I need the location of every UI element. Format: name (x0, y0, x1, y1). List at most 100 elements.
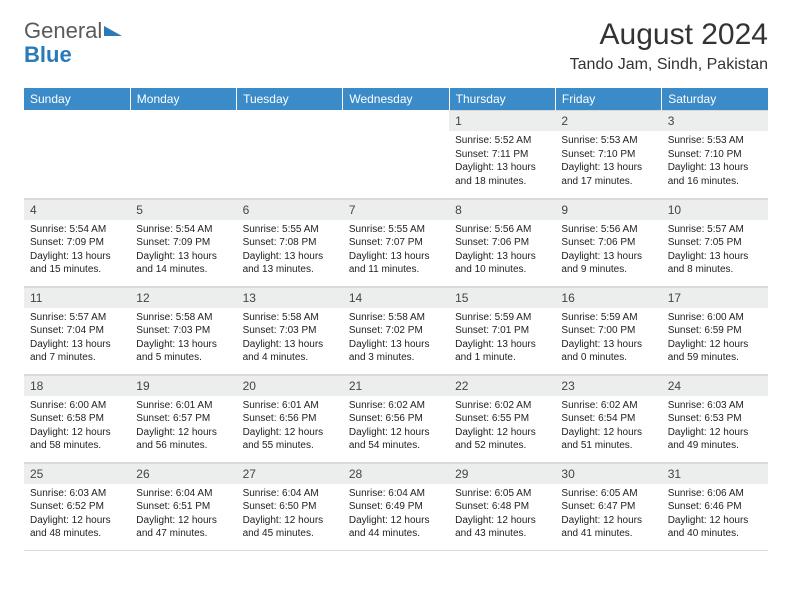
day-details: Sunrise: 6:04 AMSunset: 6:51 PMDaylight:… (130, 484, 236, 545)
calendar-cell: 7Sunrise: 5:55 AMSunset: 7:07 PMDaylight… (343, 198, 449, 286)
day-number: 16 (555, 287, 661, 308)
day-number: 15 (449, 287, 555, 308)
calendar-cell: 4Sunrise: 5:54 AMSunset: 7:09 PMDaylight… (24, 198, 130, 286)
day-number: 12 (130, 287, 236, 308)
day-number: 25 (24, 463, 130, 484)
day-details: Sunrise: 5:53 AMSunset: 7:10 PMDaylight:… (555, 131, 661, 192)
day-details: Sunrise: 6:00 AMSunset: 6:58 PMDaylight:… (24, 396, 130, 457)
day-number: 1 (449, 110, 555, 131)
day-number: 2 (555, 110, 661, 131)
calendar-cell: 30Sunrise: 6:05 AMSunset: 6:47 PMDayligh… (555, 462, 661, 550)
day-details: Sunrise: 6:03 AMSunset: 6:52 PMDaylight:… (24, 484, 130, 545)
logo-text-1: General (24, 18, 102, 44)
calendar-cell: 19Sunrise: 6:01 AMSunset: 6:57 PMDayligh… (130, 374, 236, 462)
calendar-cell (343, 110, 449, 198)
day-number: 9 (555, 199, 661, 220)
day-details: Sunrise: 6:04 AMSunset: 6:50 PMDaylight:… (237, 484, 343, 545)
day-number: 8 (449, 199, 555, 220)
calendar-cell: 24Sunrise: 6:03 AMSunset: 6:53 PMDayligh… (662, 374, 768, 462)
day-number: 18 (24, 375, 130, 396)
day-details: Sunrise: 6:02 AMSunset: 6:56 PMDaylight:… (343, 396, 449, 457)
day-details: Sunrise: 5:58 AMSunset: 7:02 PMDaylight:… (343, 308, 449, 369)
day-number: 31 (662, 463, 768, 484)
calendar-cell: 17Sunrise: 6:00 AMSunset: 6:59 PMDayligh… (662, 286, 768, 374)
calendar-cell: 10Sunrise: 5:57 AMSunset: 7:05 PMDayligh… (662, 198, 768, 286)
calendar-cell: 20Sunrise: 6:01 AMSunset: 6:56 PMDayligh… (237, 374, 343, 462)
calendar-cell: 22Sunrise: 6:02 AMSunset: 6:55 PMDayligh… (449, 374, 555, 462)
day-number: 4 (24, 199, 130, 220)
weekday-heading: Monday (130, 88, 236, 110)
weekday-header-row: Sunday Monday Tuesday Wednesday Thursday… (24, 88, 768, 110)
day-number: 10 (662, 199, 768, 220)
day-details: Sunrise: 6:00 AMSunset: 6:59 PMDaylight:… (662, 308, 768, 369)
weekday-heading: Sunday (24, 88, 130, 110)
weekday-heading: Tuesday (237, 88, 343, 110)
day-details: Sunrise: 6:05 AMSunset: 6:48 PMDaylight:… (449, 484, 555, 545)
day-details: Sunrise: 6:05 AMSunset: 6:47 PMDaylight:… (555, 484, 661, 545)
day-details: Sunrise: 6:04 AMSunset: 6:49 PMDaylight:… (343, 484, 449, 545)
calendar-cell: 3Sunrise: 5:53 AMSunset: 7:10 PMDaylight… (662, 110, 768, 198)
day-number: 19 (130, 375, 236, 396)
calendar-cell: 26Sunrise: 6:04 AMSunset: 6:51 PMDayligh… (130, 462, 236, 550)
day-details: Sunrise: 5:56 AMSunset: 7:06 PMDaylight:… (449, 220, 555, 281)
calendar-row: 1Sunrise: 5:52 AMSunset: 7:11 PMDaylight… (24, 110, 768, 198)
day-details: Sunrise: 5:56 AMSunset: 7:06 PMDaylight:… (555, 220, 661, 281)
day-details: Sunrise: 5:52 AMSunset: 7:11 PMDaylight:… (449, 131, 555, 192)
calendar-cell: 18Sunrise: 6:00 AMSunset: 6:58 PMDayligh… (24, 374, 130, 462)
weekday-heading: Thursday (449, 88, 555, 110)
calendar-cell: 25Sunrise: 6:03 AMSunset: 6:52 PMDayligh… (24, 462, 130, 550)
calendar-cell: 13Sunrise: 5:58 AMSunset: 7:03 PMDayligh… (237, 286, 343, 374)
day-number: 24 (662, 375, 768, 396)
logo-text-2: Blue (24, 42, 72, 67)
day-details: Sunrise: 6:03 AMSunset: 6:53 PMDaylight:… (662, 396, 768, 457)
calendar-cell: 23Sunrise: 6:02 AMSunset: 6:54 PMDayligh… (555, 374, 661, 462)
logo-mark-icon (104, 26, 122, 36)
day-number: 23 (555, 375, 661, 396)
location-text: Tando Jam, Sindh, Pakistan (570, 56, 768, 74)
calendar-cell: 6Sunrise: 5:55 AMSunset: 7:08 PMDaylight… (237, 198, 343, 286)
calendar-cell: 31Sunrise: 6:06 AMSunset: 6:46 PMDayligh… (662, 462, 768, 550)
day-number: 17 (662, 287, 768, 308)
calendar-cell: 27Sunrise: 6:04 AMSunset: 6:50 PMDayligh… (237, 462, 343, 550)
calendar-cell: 28Sunrise: 6:04 AMSunset: 6:49 PMDayligh… (343, 462, 449, 550)
calendar-cell (24, 110, 130, 198)
calendar-cell: 11Sunrise: 5:57 AMSunset: 7:04 PMDayligh… (24, 286, 130, 374)
day-number: 20 (237, 375, 343, 396)
day-details: Sunrise: 5:55 AMSunset: 7:08 PMDaylight:… (237, 220, 343, 281)
day-details: Sunrise: 5:54 AMSunset: 7:09 PMDaylight:… (130, 220, 236, 281)
logo: General (24, 18, 122, 44)
calendar-cell: 21Sunrise: 6:02 AMSunset: 6:56 PMDayligh… (343, 374, 449, 462)
day-number: 22 (449, 375, 555, 396)
day-number: 30 (555, 463, 661, 484)
calendar-row: 11Sunrise: 5:57 AMSunset: 7:04 PMDayligh… (24, 286, 768, 374)
day-number: 26 (130, 463, 236, 484)
calendar-table: Sunday Monday Tuesday Wednesday Thursday… (24, 88, 768, 551)
calendar-cell: 15Sunrise: 5:59 AMSunset: 7:01 PMDayligh… (449, 286, 555, 374)
calendar-cell (237, 110, 343, 198)
day-details: Sunrise: 6:01 AMSunset: 6:57 PMDaylight:… (130, 396, 236, 457)
calendar-cell: 5Sunrise: 5:54 AMSunset: 7:09 PMDaylight… (130, 198, 236, 286)
day-number: 13 (237, 287, 343, 308)
day-number: 6 (237, 199, 343, 220)
day-details: Sunrise: 6:02 AMSunset: 6:54 PMDaylight:… (555, 396, 661, 457)
calendar-cell: 8Sunrise: 5:56 AMSunset: 7:06 PMDaylight… (449, 198, 555, 286)
month-title: August 2024 (570, 18, 768, 52)
day-details: Sunrise: 6:01 AMSunset: 6:56 PMDaylight:… (237, 396, 343, 457)
calendar-cell: 16Sunrise: 5:59 AMSunset: 7:00 PMDayligh… (555, 286, 661, 374)
day-details: Sunrise: 5:59 AMSunset: 7:00 PMDaylight:… (555, 308, 661, 369)
day-number: 7 (343, 199, 449, 220)
calendar-cell: 9Sunrise: 5:56 AMSunset: 7:06 PMDaylight… (555, 198, 661, 286)
header: General August 2024 Tando Jam, Sindh, Pa… (24, 18, 768, 74)
calendar-cell: 1Sunrise: 5:52 AMSunset: 7:11 PMDaylight… (449, 110, 555, 198)
calendar-cell: 12Sunrise: 5:58 AMSunset: 7:03 PMDayligh… (130, 286, 236, 374)
calendar-row: 4Sunrise: 5:54 AMSunset: 7:09 PMDaylight… (24, 198, 768, 286)
calendar-row: 25Sunrise: 6:03 AMSunset: 6:52 PMDayligh… (24, 462, 768, 550)
day-number: 29 (449, 463, 555, 484)
day-details: Sunrise: 5:57 AMSunset: 7:05 PMDaylight:… (662, 220, 768, 281)
day-details: Sunrise: 6:02 AMSunset: 6:55 PMDaylight:… (449, 396, 555, 457)
day-number: 27 (237, 463, 343, 484)
day-number: 5 (130, 199, 236, 220)
day-details: Sunrise: 5:54 AMSunset: 7:09 PMDaylight:… (24, 220, 130, 281)
calendar-cell (130, 110, 236, 198)
calendar-row: 18Sunrise: 6:00 AMSunset: 6:58 PMDayligh… (24, 374, 768, 462)
